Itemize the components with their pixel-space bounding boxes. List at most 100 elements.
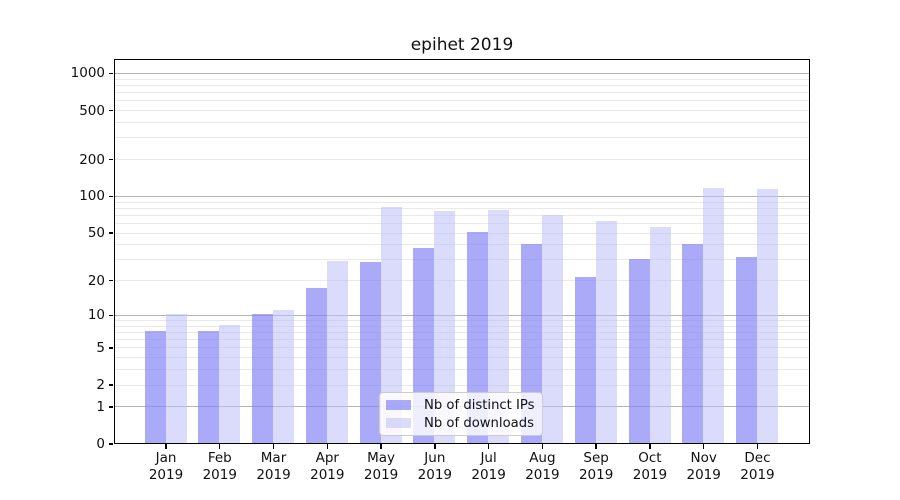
y-tick-label: 50 <box>87 225 105 242</box>
x-tick-label: Nov 2019 <box>672 450 736 483</box>
chart-title: epihet 2019 <box>410 35 514 55</box>
x-tick-month: Feb <box>207 450 232 466</box>
x-tick-mark <box>756 444 759 449</box>
y-tick-label: 200 <box>79 151 105 168</box>
y-gridline-minor <box>115 201 809 203</box>
x-tick-year: 2019 <box>740 466 775 483</box>
x-tick-month: Jul <box>480 450 497 466</box>
plot-area <box>114 59 810 444</box>
y-gridline-minor <box>115 122 809 124</box>
bar-distinct-ips <box>144 331 166 443</box>
legend-item-distinct-ips: Nb of distinct IPs <box>386 396 535 414</box>
y-gridline-minor <box>115 384 809 386</box>
y-gridline-minor <box>115 100 809 102</box>
y-gridline-minor <box>115 92 809 94</box>
x-tick-year: 2019 <box>632 466 668 483</box>
x-tick-year: 2019 <box>417 466 453 483</box>
y-gridline-minor <box>115 244 809 246</box>
y-tick-mark <box>109 158 113 161</box>
y-tick-mark <box>109 443 113 445</box>
y-gridline-minor <box>115 332 809 334</box>
y-gridline-minor <box>115 110 809 112</box>
bar-downloads <box>649 227 671 443</box>
bar-downloads <box>380 207 402 443</box>
x-tick-month: Sep <box>583 450 609 466</box>
x-tick-mark <box>219 444 221 449</box>
y-gridline-major <box>115 73 809 75</box>
x-tick-mark <box>272 444 275 449</box>
x-tick-month: Nov <box>690 450 717 466</box>
x-tick-month: Apr <box>315 450 339 466</box>
y-gridline-minor <box>115 357 809 359</box>
bar-downloads <box>165 314 187 443</box>
bar-distinct-ips <box>467 232 489 443</box>
y-tick-label: 1000 <box>70 65 105 82</box>
x-tick-year: 2019 <box>202 466 237 483</box>
x-tick-label: Jun 2019 <box>403 450 467 483</box>
bar-distinct-ips <box>359 262 381 443</box>
x-tick-label: Dec 2019 <box>725 450 789 483</box>
x-tick-month: Aug <box>529 450 556 466</box>
y-tick-mark <box>109 72 113 75</box>
y-tick-label: 0 <box>96 436 105 452</box>
legend-label-distinct-ips: Nb of distinct IPs <box>424 397 535 413</box>
x-tick-year: 2019 <box>310 466 345 483</box>
x-tick-month: Jan <box>155 450 177 466</box>
y-gridline-minor <box>115 78 809 80</box>
bar-distinct-ips <box>252 314 274 443</box>
bar-downloads <box>219 325 241 443</box>
x-tick-year: 2019 <box>525 466 560 483</box>
legend: Nb of distinct IPs Nb of downloads <box>379 392 543 436</box>
x-tick-year: 2019 <box>256 466 291 483</box>
x-tick-mark <box>380 444 382 449</box>
x-tick-mark <box>649 444 651 449</box>
bar-distinct-ips <box>198 331 220 443</box>
x-tick-month: Jun <box>424 450 446 466</box>
y-tick-mark <box>109 314 113 317</box>
y-gridline-major <box>115 314 809 316</box>
y-gridline-minor <box>115 137 809 139</box>
y-gridline-minor <box>115 369 809 371</box>
x-tick-label: Mar 2019 <box>242 450 306 483</box>
y-gridline-minor <box>115 85 809 86</box>
y-tick-mark <box>109 384 113 386</box>
x-tick-year: 2019 <box>686 466 721 483</box>
y-tick-label: 1 <box>96 398 105 415</box>
x-tick-label: Jan 2019 <box>134 450 198 483</box>
y-gridline-minor <box>115 207 809 209</box>
y-tick-label: 100 <box>79 188 105 205</box>
x-tick-label: May 2019 <box>349 450 413 483</box>
y-tick-mark <box>109 109 113 112</box>
x-tick-label: Apr 2019 <box>295 450 359 483</box>
y-tick-mark <box>109 406 113 408</box>
bar-distinct-ips <box>305 287 327 443</box>
bar-downloads <box>541 215 563 443</box>
x-tick-mark <box>326 444 328 449</box>
x-tick-mark <box>165 444 167 449</box>
bar-downloads <box>703 188 725 443</box>
y-tick-mark <box>109 347 113 349</box>
x-tick-label: Sep 2019 <box>564 450 628 483</box>
y-gridline-minor <box>115 214 809 216</box>
x-tick-month: Mar <box>260 450 287 466</box>
y-tick-label: 20 <box>87 272 105 289</box>
x-tick-mark <box>541 444 544 449</box>
x-tick-label: Aug 2019 <box>510 450 574 483</box>
x-tick-label: Oct 2019 <box>618 450 682 483</box>
bar-distinct-ips <box>736 257 758 443</box>
bar-downloads <box>434 211 456 443</box>
x-tick-month: Dec <box>744 450 771 466</box>
x-tick-label: Feb 2019 <box>188 450 252 483</box>
y-gridline-minor <box>115 232 809 234</box>
x-tick-mark <box>434 444 436 449</box>
y-gridline-major <box>115 196 809 198</box>
x-tick-mark <box>595 444 597 449</box>
x-tick-year: 2019 <box>471 466 506 483</box>
y-gridline-minor <box>115 223 809 225</box>
bar-downloads <box>326 260 348 443</box>
x-tick-year: 2019 <box>363 466 399 483</box>
y-tick-mark <box>109 195 113 198</box>
x-tick-year: 2019 <box>578 466 614 483</box>
y-tick-label: 2 <box>96 377 105 394</box>
y-tick-label: 10 <box>87 307 105 324</box>
